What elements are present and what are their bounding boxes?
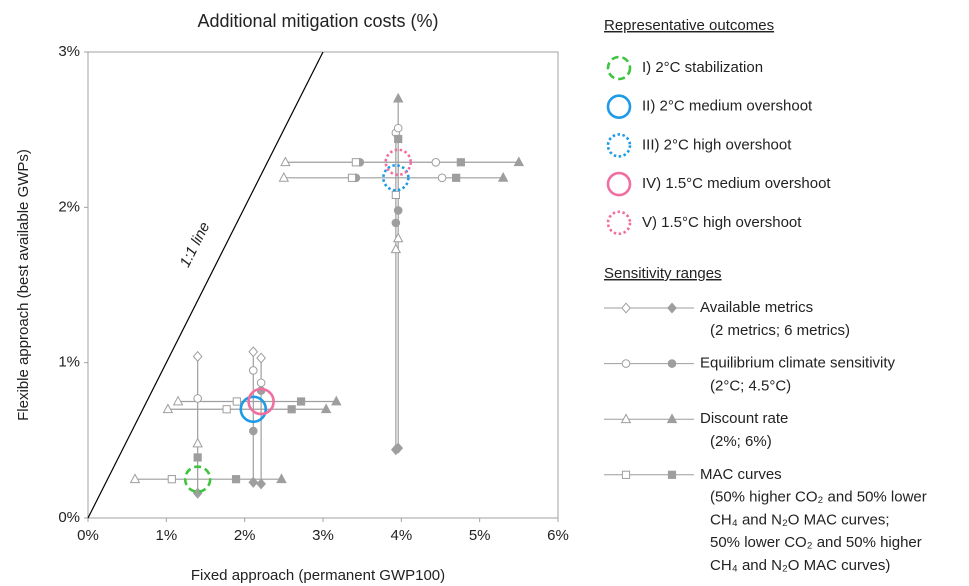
marker xyxy=(391,218,401,228)
legend-label: (2°C; 4.5°C) xyxy=(710,377,791,394)
marker xyxy=(278,171,290,182)
legend-label: Discount rate xyxy=(700,410,788,427)
outcome-marker xyxy=(382,164,410,192)
legend-label: (2%; 6%) xyxy=(710,433,772,450)
marker xyxy=(231,475,241,484)
marker xyxy=(394,134,403,144)
marker xyxy=(667,359,677,368)
y-tick-label: 0% xyxy=(58,509,80,526)
legend-label: CH₄ and N₂O MAC curves; xyxy=(710,511,890,528)
marker xyxy=(280,156,291,167)
marker xyxy=(351,158,360,167)
x-tick-label: 5% xyxy=(469,527,491,544)
marker xyxy=(390,243,402,254)
legend-label: (2 metrics; 6 metrics) xyxy=(710,322,850,339)
legend-marker xyxy=(606,133,632,158)
legend-label: (50% higher CO₂ and 50% lower xyxy=(710,489,927,506)
x-tick-label: 4% xyxy=(390,527,412,544)
plot-frame xyxy=(87,51,559,519)
legend-label: V) 1.5°C high overshoot xyxy=(642,214,802,231)
marker xyxy=(129,473,141,484)
marker xyxy=(248,346,259,358)
x-tick-label: 6% xyxy=(547,527,569,544)
marker xyxy=(331,395,342,406)
marker xyxy=(256,352,266,364)
marker xyxy=(192,350,203,363)
legend-label: I) 2°C stabilization xyxy=(642,59,763,76)
chart-title: Additional mitigation costs (%) xyxy=(197,11,438,31)
marker xyxy=(452,173,461,182)
marker xyxy=(296,397,306,406)
marker xyxy=(666,413,678,424)
marker xyxy=(287,405,296,414)
marker xyxy=(222,405,231,414)
marker xyxy=(232,397,241,406)
marker xyxy=(162,403,174,414)
marker xyxy=(392,92,404,103)
legend-marker xyxy=(606,55,632,81)
y-axis-label: Flexible approach (best available GWPs) xyxy=(15,149,32,421)
marker xyxy=(393,206,403,215)
x-tick-label: 1% xyxy=(155,527,177,544)
marker xyxy=(621,470,631,479)
marker xyxy=(248,476,259,488)
legend-label: II) 2°C medium overshoot xyxy=(642,98,813,115)
marker xyxy=(431,157,441,167)
legend-label: IV) 1.5°C medium overshoot xyxy=(642,175,831,192)
legend-label: 50% lower CO₂ and 50% higher xyxy=(710,534,922,551)
y-tick-label: 2% xyxy=(58,198,80,215)
marker xyxy=(193,453,202,462)
marker xyxy=(393,123,403,133)
marker xyxy=(513,156,525,167)
legend-label: MAC curves xyxy=(700,466,782,483)
marker xyxy=(276,473,287,484)
legend-label: Equilibrium climate sensitivity xyxy=(700,355,896,372)
marker xyxy=(347,173,357,182)
legend-marker xyxy=(606,94,632,119)
y-tick-label: 1% xyxy=(58,354,80,371)
marker xyxy=(391,190,400,200)
marker xyxy=(256,478,266,490)
y-tick-label: 3% xyxy=(58,43,80,60)
marker xyxy=(392,232,404,243)
marker xyxy=(320,403,332,414)
x-tick-label: 0% xyxy=(77,527,99,544)
outcome-marker xyxy=(239,395,268,424)
marker xyxy=(172,395,184,406)
marker xyxy=(393,442,404,454)
legend-label: III) 2°C high overshoot xyxy=(642,136,792,153)
outcome-marker xyxy=(384,148,413,177)
marker xyxy=(620,413,632,424)
marker xyxy=(621,302,631,314)
marker xyxy=(256,378,266,388)
marker xyxy=(248,426,258,436)
marker xyxy=(437,173,447,183)
outcome-marker xyxy=(183,465,212,493)
marker xyxy=(248,366,258,375)
legend-marker xyxy=(606,171,632,197)
legend-title: Representative outcomes xyxy=(604,17,774,34)
marker xyxy=(456,158,465,167)
marker xyxy=(667,302,677,314)
one-to-one-line xyxy=(87,51,324,519)
marker xyxy=(667,470,677,479)
x-axis-label: Fixed approach (permanent GWP100) xyxy=(191,567,445,584)
legend-label: Available metrics xyxy=(700,299,813,316)
outcome-marker xyxy=(247,387,275,416)
marker xyxy=(193,394,202,403)
marker xyxy=(192,437,203,448)
line-label: 1:1 line xyxy=(177,219,214,270)
marker xyxy=(497,171,509,182)
x-tick-label: 2% xyxy=(234,527,256,544)
marker xyxy=(621,359,631,368)
legend-label: CH₄ and N₂O MAC curves) xyxy=(710,557,890,574)
marker xyxy=(167,475,176,484)
x-tick-label: 3% xyxy=(312,527,334,544)
legend-title: Sensitivity ranges xyxy=(604,265,722,282)
marker xyxy=(192,487,203,499)
legend-marker xyxy=(606,210,632,236)
